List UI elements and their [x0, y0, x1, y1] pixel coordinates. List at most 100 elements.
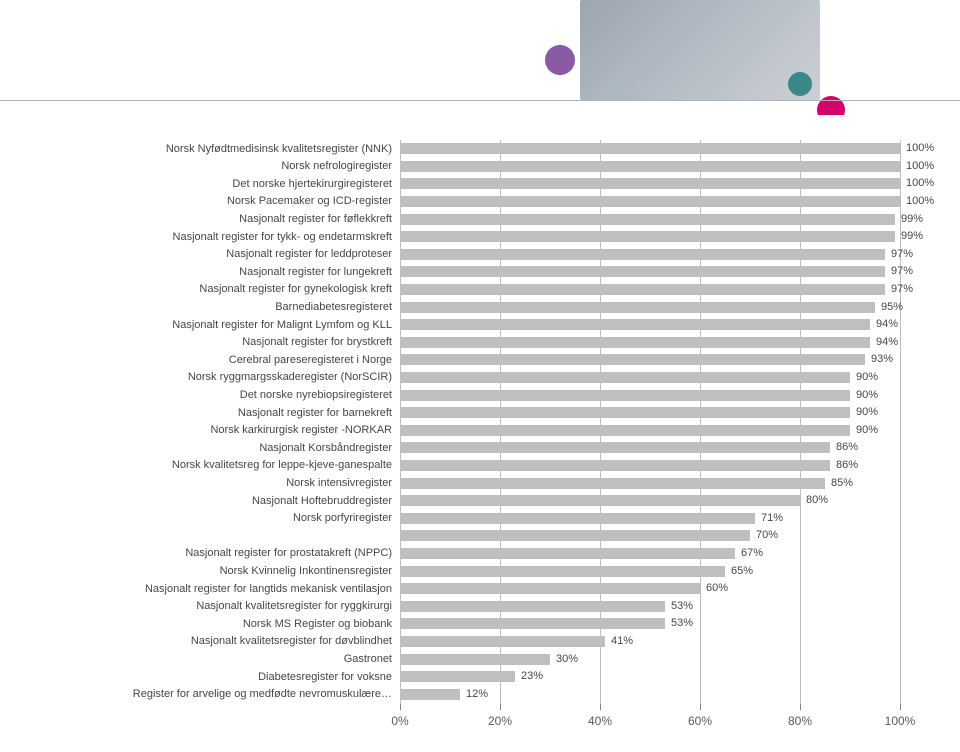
row-label: Nasjonalt register for lungekreft: [30, 266, 392, 278]
bar: [400, 302, 875, 313]
row-label: Nasjonalt register for leddproteser: [30, 248, 392, 260]
row-label: Norsk Kvinnelig Inkontinensregister: [30, 565, 392, 577]
bar-value: 65%: [731, 565, 753, 577]
bar-value: 90%: [856, 424, 878, 436]
bar-value: 12%: [466, 688, 488, 700]
bar: [400, 284, 885, 295]
accent-dot-teal: [788, 72, 812, 96]
row-label: Cerebral pareseregisteret i Norge: [30, 354, 392, 366]
row-label: Norsk kvalitetsreg for leppe-kjeve-ganes…: [30, 459, 392, 471]
bar: [400, 548, 735, 559]
row-label: Barnediabetesregisteret: [30, 301, 392, 313]
x-axis-label: 0%: [391, 714, 408, 728]
bar-value: 53%: [671, 617, 693, 629]
bar-value: 53%: [671, 600, 693, 612]
bar: [400, 178, 900, 189]
row-label: Nasjonalt register for barnekreft: [30, 407, 392, 419]
bar-value: 71%: [761, 512, 783, 524]
bar-value: 94%: [876, 336, 898, 348]
bar: [400, 530, 750, 541]
chart-row: Nasjonalt register for føflekkreft99%: [30, 210, 900, 227]
x-tick: [700, 704, 701, 710]
bar-value: 100%: [906, 195, 934, 207]
bar-value: 90%: [856, 406, 878, 418]
chart-row: Norsk karkirurgisk register -NORKAR 90%: [30, 422, 900, 439]
chart-row: Norsk ryggmargsskaderegister (NorSCIR)90…: [30, 369, 900, 386]
bar-value: 90%: [856, 389, 878, 401]
chart-row: Norsk kvalitetsreg for leppe-kjeve-ganes…: [30, 457, 900, 474]
x-tick: [800, 704, 801, 710]
chart-row: Cerebral pareseregisteret i Norge 93%: [30, 351, 900, 368]
x-axis-label: 100%: [885, 714, 916, 728]
bar-value: 100%: [906, 142, 934, 154]
row-label: Nasjonalt register for Malignt Lymfom og…: [30, 319, 392, 331]
chart-row: Nasjonalt register for gynekologisk kref…: [30, 281, 900, 298]
bar-value: 99%: [901, 213, 923, 225]
chart-row: Nasjonalt register for Malignt Lymfom og…: [30, 316, 900, 333]
row-label: Nasjonalt Korsbåndregister: [30, 442, 392, 454]
chart-row: Register for arvelige og medfødte nevrom…: [30, 686, 900, 703]
chart-row: Nasjonalt Korsbåndregister86%: [30, 439, 900, 456]
chart-row: Gastronet 30%: [30, 650, 900, 667]
x-axis-label: 80%: [788, 714, 812, 728]
chart-row: Norsk Nyfødtmedisinsk kvalitetsregister …: [30, 140, 900, 157]
bar-value: 23%: [521, 670, 543, 682]
x-tick: [600, 704, 601, 710]
bar: [400, 161, 900, 172]
bar-value: 95%: [881, 301, 903, 313]
bar-value: 94%: [876, 318, 898, 330]
chart-row: Norsk nefrologiregister100%: [30, 158, 900, 175]
x-axis-label: 60%: [688, 714, 712, 728]
row-label: Nasjonalt register for brystkreft: [30, 336, 392, 348]
bar: [400, 478, 825, 489]
row-label: Nasjonalt kvalitetsregister for døvblind…: [30, 635, 392, 647]
row-label: Nasjonalt register for føflekkreft: [30, 213, 392, 225]
bar: [400, 143, 900, 154]
bar: [400, 636, 605, 647]
row-label: Norsk Nyfødtmedisinsk kvalitetsregister …: [30, 143, 392, 155]
row-label: Norsk karkirurgisk register -NORKAR: [30, 424, 392, 436]
accent-dot-purple: [545, 45, 575, 75]
chart-row: Diabetesregister for voksne 23%: [30, 668, 900, 685]
chart-row: Norsk intensivregister85%: [30, 474, 900, 491]
bar-value: 99%: [901, 230, 923, 242]
bar-value: 93%: [871, 353, 893, 365]
chart-row: Nasjonalt register for lungekreft97%: [30, 263, 900, 280]
bar-value: 67%: [741, 547, 763, 559]
bar: [400, 583, 700, 594]
bar: [400, 407, 850, 418]
chart-row: Nasjonalt register for prostatakreft (NP…: [30, 545, 900, 562]
row-label: Norsk porfyriregister: [30, 512, 392, 524]
x-axis-label: 40%: [588, 714, 612, 728]
chart-row: Nasjonalt register for brystkreft 94%: [30, 334, 900, 351]
bar: [400, 390, 850, 401]
header: [0, 0, 960, 115]
row-label: Norsk ryggmargsskaderegister (NorSCIR): [30, 371, 392, 383]
row-label: Diabetesregister for voksne: [30, 671, 392, 683]
row-label: Gastronet: [30, 653, 392, 665]
bar: [400, 671, 515, 682]
row-label: Nasjonalt register for tykk- og endetarm…: [30, 231, 392, 243]
bar: [400, 654, 550, 665]
bar: [400, 266, 885, 277]
x-axis-label: 20%: [488, 714, 512, 728]
bar: [400, 231, 895, 242]
row-label: Norsk intensivregister: [30, 477, 392, 489]
x-tick: [500, 704, 501, 710]
chart-row: Nasjonalt register for leddproteser97%: [30, 246, 900, 263]
bar-value: 30%: [556, 653, 578, 665]
chart-row: Nasjonalt register for barnekreft 90%: [30, 404, 900, 421]
bar-value: 60%: [706, 582, 728, 594]
chart-row: Det norske hjertekirurgiregisteret100%: [30, 175, 900, 192]
bar: [400, 513, 755, 524]
accent-dot-pink: [817, 96, 845, 115]
bar-value: 97%: [891, 283, 913, 295]
header-divider: [0, 100, 960, 101]
x-tick: [400, 704, 401, 710]
bar: [400, 354, 865, 365]
row-label: Nasjonalt register for prostatakreft (NP…: [30, 547, 392, 559]
bar: [400, 337, 870, 348]
row-label: Nasjonalt Hoftebruddregister: [30, 495, 392, 507]
chart-row: 70%: [30, 527, 900, 544]
chart-row: Nasjonalt kvalitetsregister for døvblind…: [30, 633, 900, 650]
